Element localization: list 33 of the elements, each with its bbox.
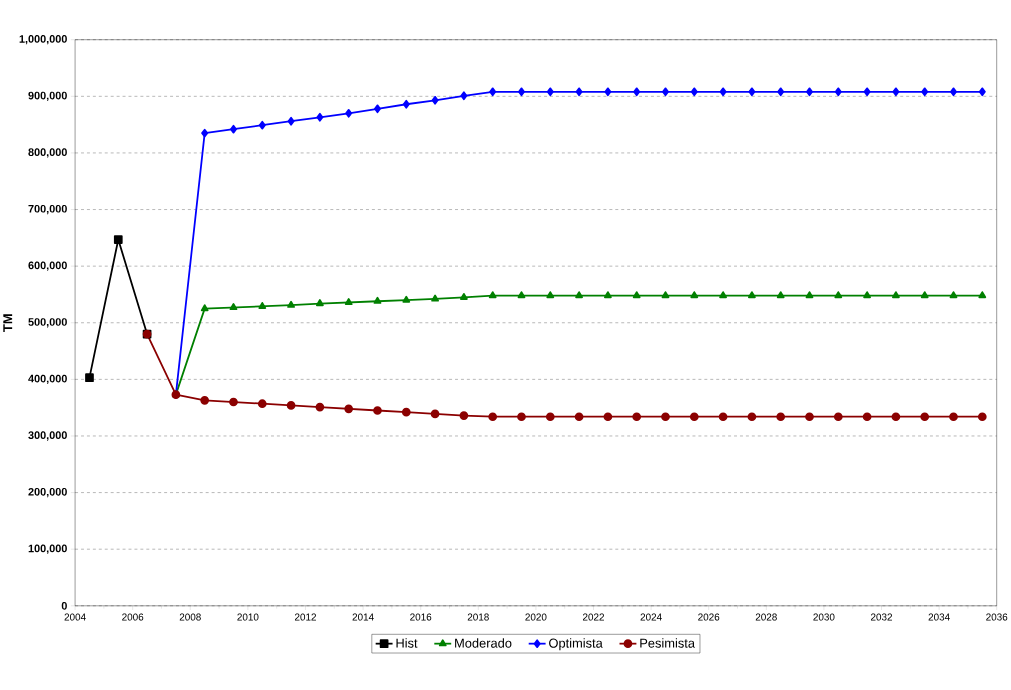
y-tick-label: 1,000,000	[19, 34, 67, 45]
y-tick-label: 400,000	[28, 374, 67, 384]
x-tick-label: 2006	[122, 613, 144, 621]
y-tick-label: 300,000	[28, 431, 67, 441]
x-tick-label: 2020	[525, 613, 547, 621]
x-tick-label: 2028	[755, 613, 777, 621]
y-tick-label: 600,000	[28, 261, 67, 271]
x-tick-label: 2036	[986, 613, 1008, 621]
x-tick-label: 2012	[294, 613, 316, 621]
y-axis-title: TM	[3, 314, 13, 332]
y-tick-label: 100,000	[28, 544, 67, 554]
y-tick-label: 900,000	[28, 91, 67, 101]
x-tick-label: 2014	[352, 613, 374, 621]
y-tick-label: 800,000	[28, 148, 67, 158]
legend-label: Optimista	[549, 638, 603, 651]
x-tick-label: 2026	[698, 613, 720, 621]
legend-label: Moderado	[455, 638, 512, 648]
x-tick-label: 2034	[928, 613, 950, 621]
x-tick-label: 2024	[640, 613, 662, 621]
legend-label: Pesimista	[640, 638, 696, 648]
x-tick-label: 2018	[467, 613, 489, 621]
x-tick-label: 2008	[179, 613, 201, 621]
x-tick-label: 2022	[582, 613, 604, 621]
x-tick-label: 2004	[64, 613, 86, 621]
x-tick-label: 2032	[870, 613, 893, 621]
y-tick-label: 500,000	[28, 318, 67, 328]
x-tick-label: 2030	[813, 613, 835, 621]
x-tick-label: 2010	[237, 613, 259, 621]
x-tick-label: 2016	[410, 613, 432, 621]
legend-label: Hist	[396, 638, 418, 648]
y-tick-label: 0	[61, 601, 67, 610]
y-tick-label: 200,000	[28, 487, 67, 498]
y-tick-label: 700,000	[28, 204, 67, 215]
